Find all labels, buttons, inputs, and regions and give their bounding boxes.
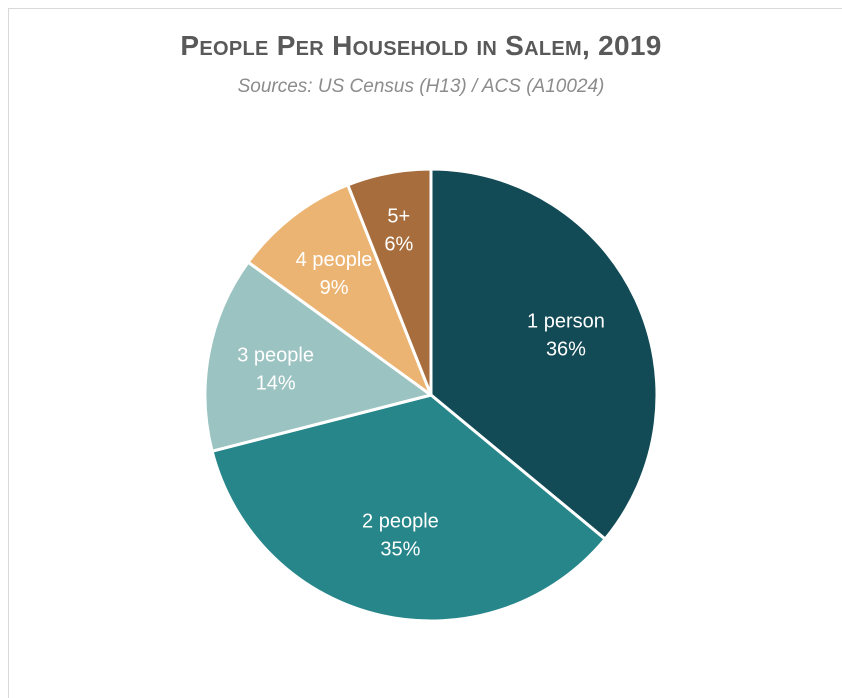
slice-value-5plus: 6% [384, 233, 413, 255]
pie-labels: 1 person 36% 2 people 35% 3 people 14% 4 peopl… [237, 205, 605, 560]
chart-frame [8, 8, 842, 698]
chart-subtitle: Sources: US Census (H13) / ACS (A10024) [237, 76, 605, 97]
slice-label-3-people: 3 people [237, 344, 314, 366]
slice-label-4-people: 4 people [296, 249, 373, 271]
pie-slice-2-people [210, 393, 607, 623]
slice-label-2-people: 2 people [362, 511, 439, 533]
slice-label-5plus: 5+ [387, 205, 410, 227]
slice-value-1-person: 36% [546, 338, 586, 360]
slice-label-1-person: 1 person [527, 310, 605, 332]
pie-slice-4-people [246, 183, 433, 397]
pie-slice-3-people [203, 260, 433, 453]
pie-slice-1-person [429, 167, 659, 541]
pie-slices [203, 167, 659, 623]
chart-title: People Per Household in Salem, 2019 [180, 30, 662, 61]
pie-chart: 1 person 36% 2 people 35% 3 people 14% 4 peopl… [203, 167, 659, 623]
slice-value-4-people: 9% [320, 277, 349, 299]
slice-value-2-people: 35% [380, 539, 420, 561]
slice-value-3-people: 14% [256, 372, 296, 394]
pie-slice-5plus [346, 167, 433, 397]
